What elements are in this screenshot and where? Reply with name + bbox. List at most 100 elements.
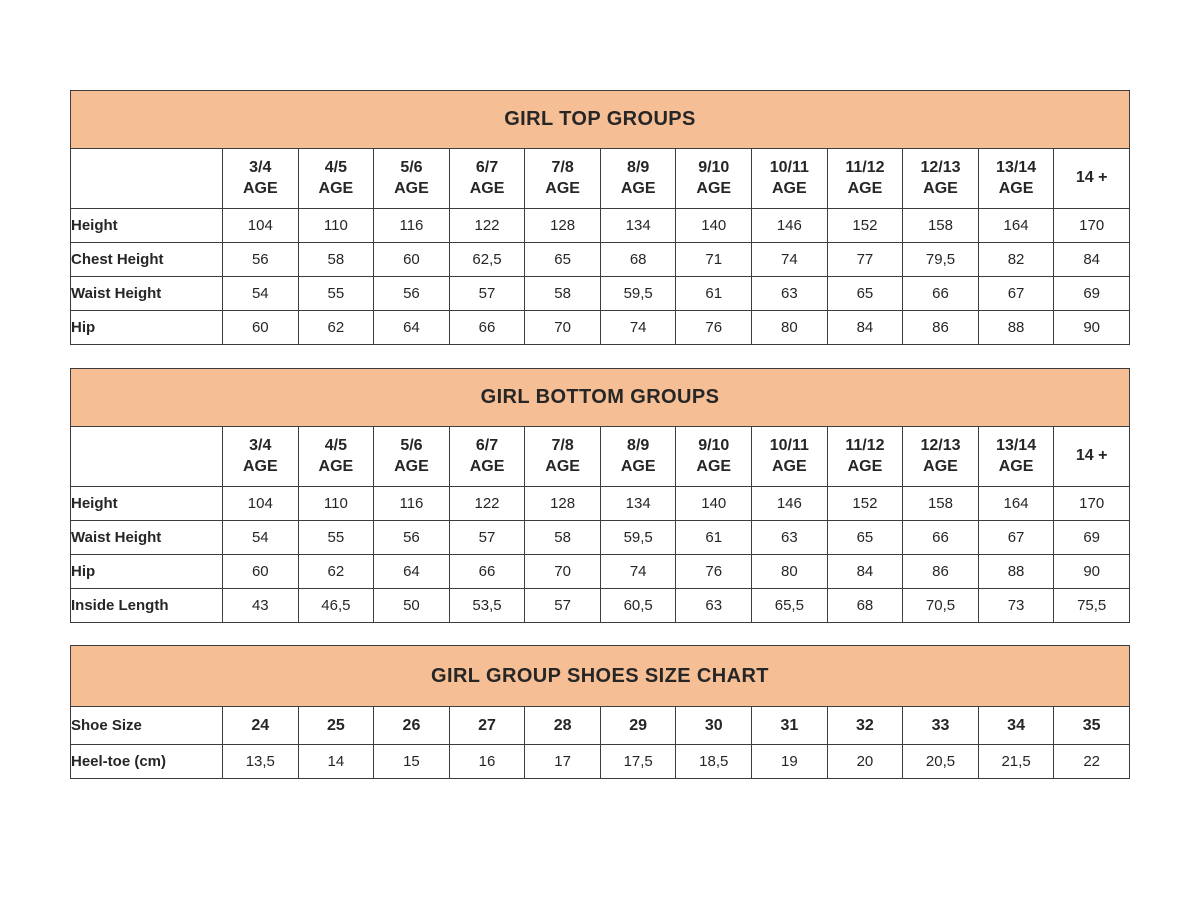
age-column-header: 12/13 AGE (902, 148, 979, 209)
size-value-cell: 104 (222, 486, 299, 521)
age-column-header: 5/6 AGE (373, 148, 450, 209)
age-label-top: 9/10 (698, 436, 730, 454)
size-value-cell: 60 (222, 554, 299, 589)
size-value-cell: 86 (902, 554, 979, 589)
age-label-bottom: AGE (998, 457, 1034, 475)
size-value-cell: 70 (524, 310, 601, 345)
size-value-cell: 65 (826, 276, 904, 311)
age-column-header: 11/12 AGE (826, 148, 904, 209)
size-table-girl-top-groups: GIRL TOP GROUPS 3/4 AGE 4/5 AGE 5/6 AGE 6/7 AGE 7… (70, 90, 1130, 345)
age-label-top: 8/9 (627, 436, 650, 454)
age-label-bottom: AGE (923, 457, 958, 475)
age-label-bottom: AGE (696, 457, 732, 475)
age-label-bottom: AGE (620, 457, 656, 475)
size-value-cell: 71 (675, 242, 753, 277)
size-value-cell: 19 (751, 744, 828, 779)
row-label: Height (70, 486, 223, 521)
size-value-cell: 75,5 (1053, 588, 1130, 623)
size-value-cell: 30 (675, 706, 753, 745)
age-label-bottom: AGE (998, 179, 1034, 197)
size-value-cell: 64 (373, 554, 450, 589)
age-label-top: 9/10 (698, 158, 730, 176)
table-row: Hip 60 62 64 66 70 74 76 80 84 86 88 90 (70, 310, 1130, 345)
size-value-cell: 62 (297, 554, 375, 589)
size-value-cell: 84 (826, 310, 904, 345)
size-value-cell: 70 (524, 554, 601, 589)
size-value-cell: 110 (297, 486, 375, 521)
table-row: Height 104 110 116 122 128 134 140 146 152 158 164 1… (70, 208, 1130, 243)
corner-cell (70, 426, 223, 487)
table-title: GIRL BOTTOM GROUPS (480, 386, 720, 408)
size-value-cell: 53,5 (448, 588, 526, 623)
size-value-cell: 68 (826, 588, 904, 623)
size-value-cell: 90 (1053, 554, 1130, 589)
age-column-header: 13/14 AGE (977, 426, 1055, 487)
size-value-cell: 35 (1053, 706, 1130, 745)
size-value-cell: 60 (373, 242, 450, 277)
size-value-cell: 14 (297, 744, 375, 779)
table-row: Waist Height 54 55 56 57 58 59,5 61 63 65 66 67 69 (70, 276, 1130, 311)
row-label: Heel-toe (cm) (70, 744, 223, 779)
age-column-header: 5/6 AGE (373, 426, 450, 487)
size-value-cell: 134 (599, 208, 677, 243)
age-label-top: 11/12 (845, 436, 885, 454)
age-label-top: 12/13 (920, 158, 961, 176)
size-value-cell: 65 (524, 242, 601, 277)
size-value-cell: 84 (1053, 242, 1130, 277)
size-value-cell: 57 (448, 276, 526, 311)
size-value-cell: 74 (599, 554, 677, 589)
age-column-header: 10/11 AGE (751, 148, 828, 209)
size-value-cell: 116 (373, 208, 450, 243)
age-label-bottom: AGE (923, 179, 958, 197)
size-value-cell: 73 (977, 588, 1055, 623)
age-label-top: 5/6 (400, 436, 423, 454)
size-value-cell: 55 (297, 520, 375, 555)
size-value-cell: 60 (222, 310, 299, 345)
age-label-bottom: AGE (545, 457, 580, 475)
age-label-top: 8/9 (627, 158, 650, 176)
size-value-cell: 152 (826, 208, 904, 243)
age-header-row: 3/4 AGE 4/5 AGE 5/6 AGE 6/7 AGE 7/8 AGE 8/9 AGE 9/10… (70, 426, 1130, 487)
age-column-header: 14 + (1053, 426, 1130, 487)
size-value-cell: 77 (826, 242, 904, 277)
size-value-cell: 29 (599, 706, 677, 745)
age-column-header: 6/7 AGE (448, 426, 526, 487)
age-label-bottom: AGE (696, 179, 732, 197)
size-value-cell: 68 (599, 242, 677, 277)
corner-cell (70, 148, 223, 209)
table-title-bar: GIRL GROUP SHOES SIZE CHART (70, 645, 1130, 706)
age-label-top: 7/8 (551, 436, 574, 454)
size-value-cell: 43 (222, 588, 299, 623)
size-table: Shoe Size 24 25 26 27 28 29 30 31 32 33 34 35 Heel-to… (70, 706, 1130, 779)
size-value-cell: 128 (524, 208, 601, 243)
size-value-cell: 61 (675, 276, 753, 311)
age-column-header: 7/8 AGE (524, 148, 601, 209)
size-value-cell: 82 (977, 242, 1055, 277)
size-value-cell: 122 (448, 486, 526, 521)
age-label-bottom: AGE (242, 179, 278, 197)
size-value-cell: 74 (599, 310, 677, 345)
size-value-cell: 58 (524, 276, 601, 311)
size-value-cell: 79,5 (902, 242, 979, 277)
age-label-top: 6/7 (475, 436, 499, 454)
size-value-cell: 63 (751, 276, 828, 311)
age-label-bottom: AGE (620, 179, 656, 197)
age-label-bottom: AGE (394, 457, 429, 475)
size-value-cell: 67 (977, 276, 1055, 311)
size-value-cell: 56 (373, 520, 450, 555)
age-column-header: 3/4 AGE (222, 426, 299, 487)
age-label-bottom: AGE (318, 179, 354, 197)
age-column-header: 4/5 AGE (297, 148, 375, 209)
size-value-cell: 26 (373, 706, 450, 745)
size-value-cell: 55 (297, 276, 375, 311)
size-value-cell: 69 (1053, 520, 1130, 555)
age-label-bottom: AGE (242, 457, 278, 475)
size-value-cell: 76 (675, 310, 753, 345)
age-label-top: 7/8 (551, 158, 574, 176)
size-value-cell: 20,5 (902, 744, 979, 779)
size-value-cell: 33 (902, 706, 979, 745)
size-value-cell: 57 (448, 520, 526, 555)
size-value-cell: 62,5 (448, 242, 526, 277)
size-value-cell: 158 (902, 486, 979, 521)
